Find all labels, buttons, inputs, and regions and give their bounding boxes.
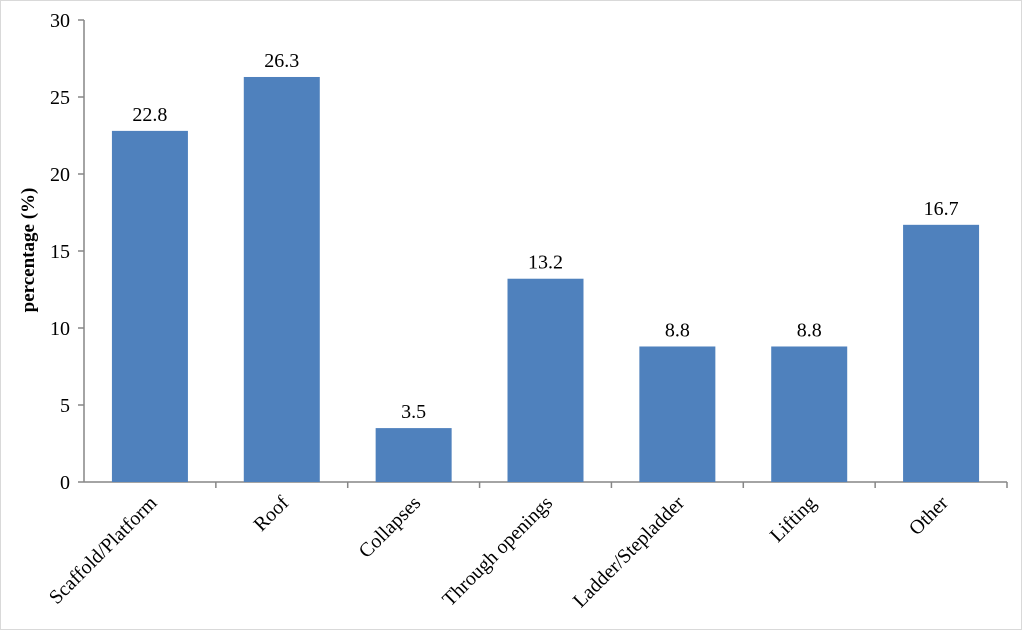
x-tick-label: Scaffold/Platform	[45, 492, 162, 609]
y-tick-label: 15	[50, 241, 70, 263]
y-tick-label: 20	[50, 164, 70, 186]
data-label: 22.8	[132, 104, 167, 126]
data-label: 26.3	[264, 50, 299, 72]
x-tick-label: Collapses	[355, 492, 426, 563]
data-label: 13.2	[528, 252, 563, 274]
bar	[639, 346, 716, 482]
x-tick-label: Roof	[249, 492, 293, 536]
bar	[903, 224, 980, 482]
y-tick-label: 25	[50, 87, 70, 109]
data-label: 8.8	[665, 319, 690, 341]
x-tick-label: Through openings	[438, 492, 557, 611]
data-label: 16.7	[924, 198, 959, 220]
data-label: 8.8	[797, 319, 822, 341]
y-tick-label: 5	[60, 395, 70, 417]
bar	[111, 130, 188, 482]
x-tick-label: Lifting	[766, 492, 821, 547]
data-labels: 22.8 26.3 3.5 13.2 8.8 8.8 16.7	[132, 50, 958, 423]
x-tick-label: Other	[905, 492, 953, 540]
y-axis-label: percentage (%)	[18, 188, 39, 313]
bar	[771, 346, 848, 482]
y-tick-label: 0	[60, 472, 70, 494]
y-tick-label: 10	[50, 318, 70, 340]
y-axis-ticks: 0 5 10 15 20 25 30	[50, 10, 84, 494]
bars	[111, 76, 980, 482]
data-label: 3.5	[401, 401, 426, 423]
x-axis-tick-labels: Scaffold/Platform Roof Collapses Through op…	[45, 482, 1008, 612]
y-tick-label: 30	[50, 10, 70, 32]
bar	[243, 76, 320, 482]
x-tick-label: Ladder/Stepladder	[569, 492, 689, 612]
bar	[507, 278, 584, 482]
bar	[375, 428, 452, 482]
